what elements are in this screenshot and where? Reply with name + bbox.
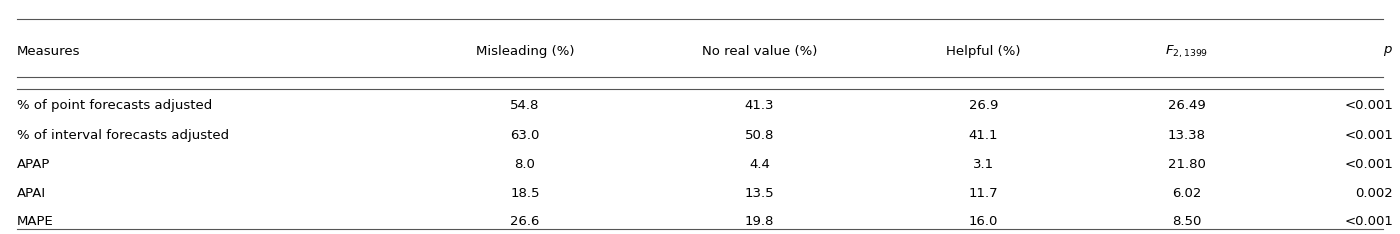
Text: 4.4: 4.4 <box>749 158 770 172</box>
Text: 0.002: 0.002 <box>1355 186 1393 200</box>
Text: MAPE: MAPE <box>17 215 53 228</box>
Text: 8.50: 8.50 <box>1172 215 1201 228</box>
Text: Measures: Measures <box>17 45 80 58</box>
Text: 3.1: 3.1 <box>973 158 994 172</box>
Text: 54.8: 54.8 <box>511 99 539 112</box>
Text: $\mathit{F}_{2,1399}$: $\mathit{F}_{2,1399}$ <box>1165 43 1208 60</box>
Text: 19.8: 19.8 <box>745 215 774 228</box>
Text: % of interval forecasts adjusted: % of interval forecasts adjusted <box>17 129 230 142</box>
Text: 6.02: 6.02 <box>1172 186 1201 200</box>
Text: APAI: APAI <box>17 186 46 200</box>
Text: Misleading (%): Misleading (%) <box>476 45 574 58</box>
Text: 26.49: 26.49 <box>1168 99 1205 112</box>
Text: 13.38: 13.38 <box>1168 129 1205 142</box>
Text: No real value (%): No real value (%) <box>701 45 818 58</box>
Text: $\mathit{p}$: $\mathit{p}$ <box>1383 44 1393 58</box>
Text: Helpful (%): Helpful (%) <box>946 45 1021 58</box>
Text: <0.001: <0.001 <box>1344 158 1393 172</box>
Text: 11.7: 11.7 <box>969 186 998 200</box>
Text: 8.0: 8.0 <box>515 158 535 172</box>
Text: 41.1: 41.1 <box>969 129 998 142</box>
Text: APAP: APAP <box>17 158 50 172</box>
Text: 41.3: 41.3 <box>745 99 774 112</box>
Text: <0.001: <0.001 <box>1344 99 1393 112</box>
Text: 16.0: 16.0 <box>969 215 998 228</box>
Text: 13.5: 13.5 <box>745 186 774 200</box>
Text: % of point forecasts adjusted: % of point forecasts adjusted <box>17 99 211 112</box>
Text: 63.0: 63.0 <box>511 129 539 142</box>
Text: 50.8: 50.8 <box>745 129 774 142</box>
Text: 26.6: 26.6 <box>511 215 539 228</box>
Text: <0.001: <0.001 <box>1344 129 1393 142</box>
Text: 18.5: 18.5 <box>510 186 540 200</box>
Text: <0.001: <0.001 <box>1344 215 1393 228</box>
Text: 21.80: 21.80 <box>1168 158 1205 172</box>
Text: 26.9: 26.9 <box>969 99 998 112</box>
